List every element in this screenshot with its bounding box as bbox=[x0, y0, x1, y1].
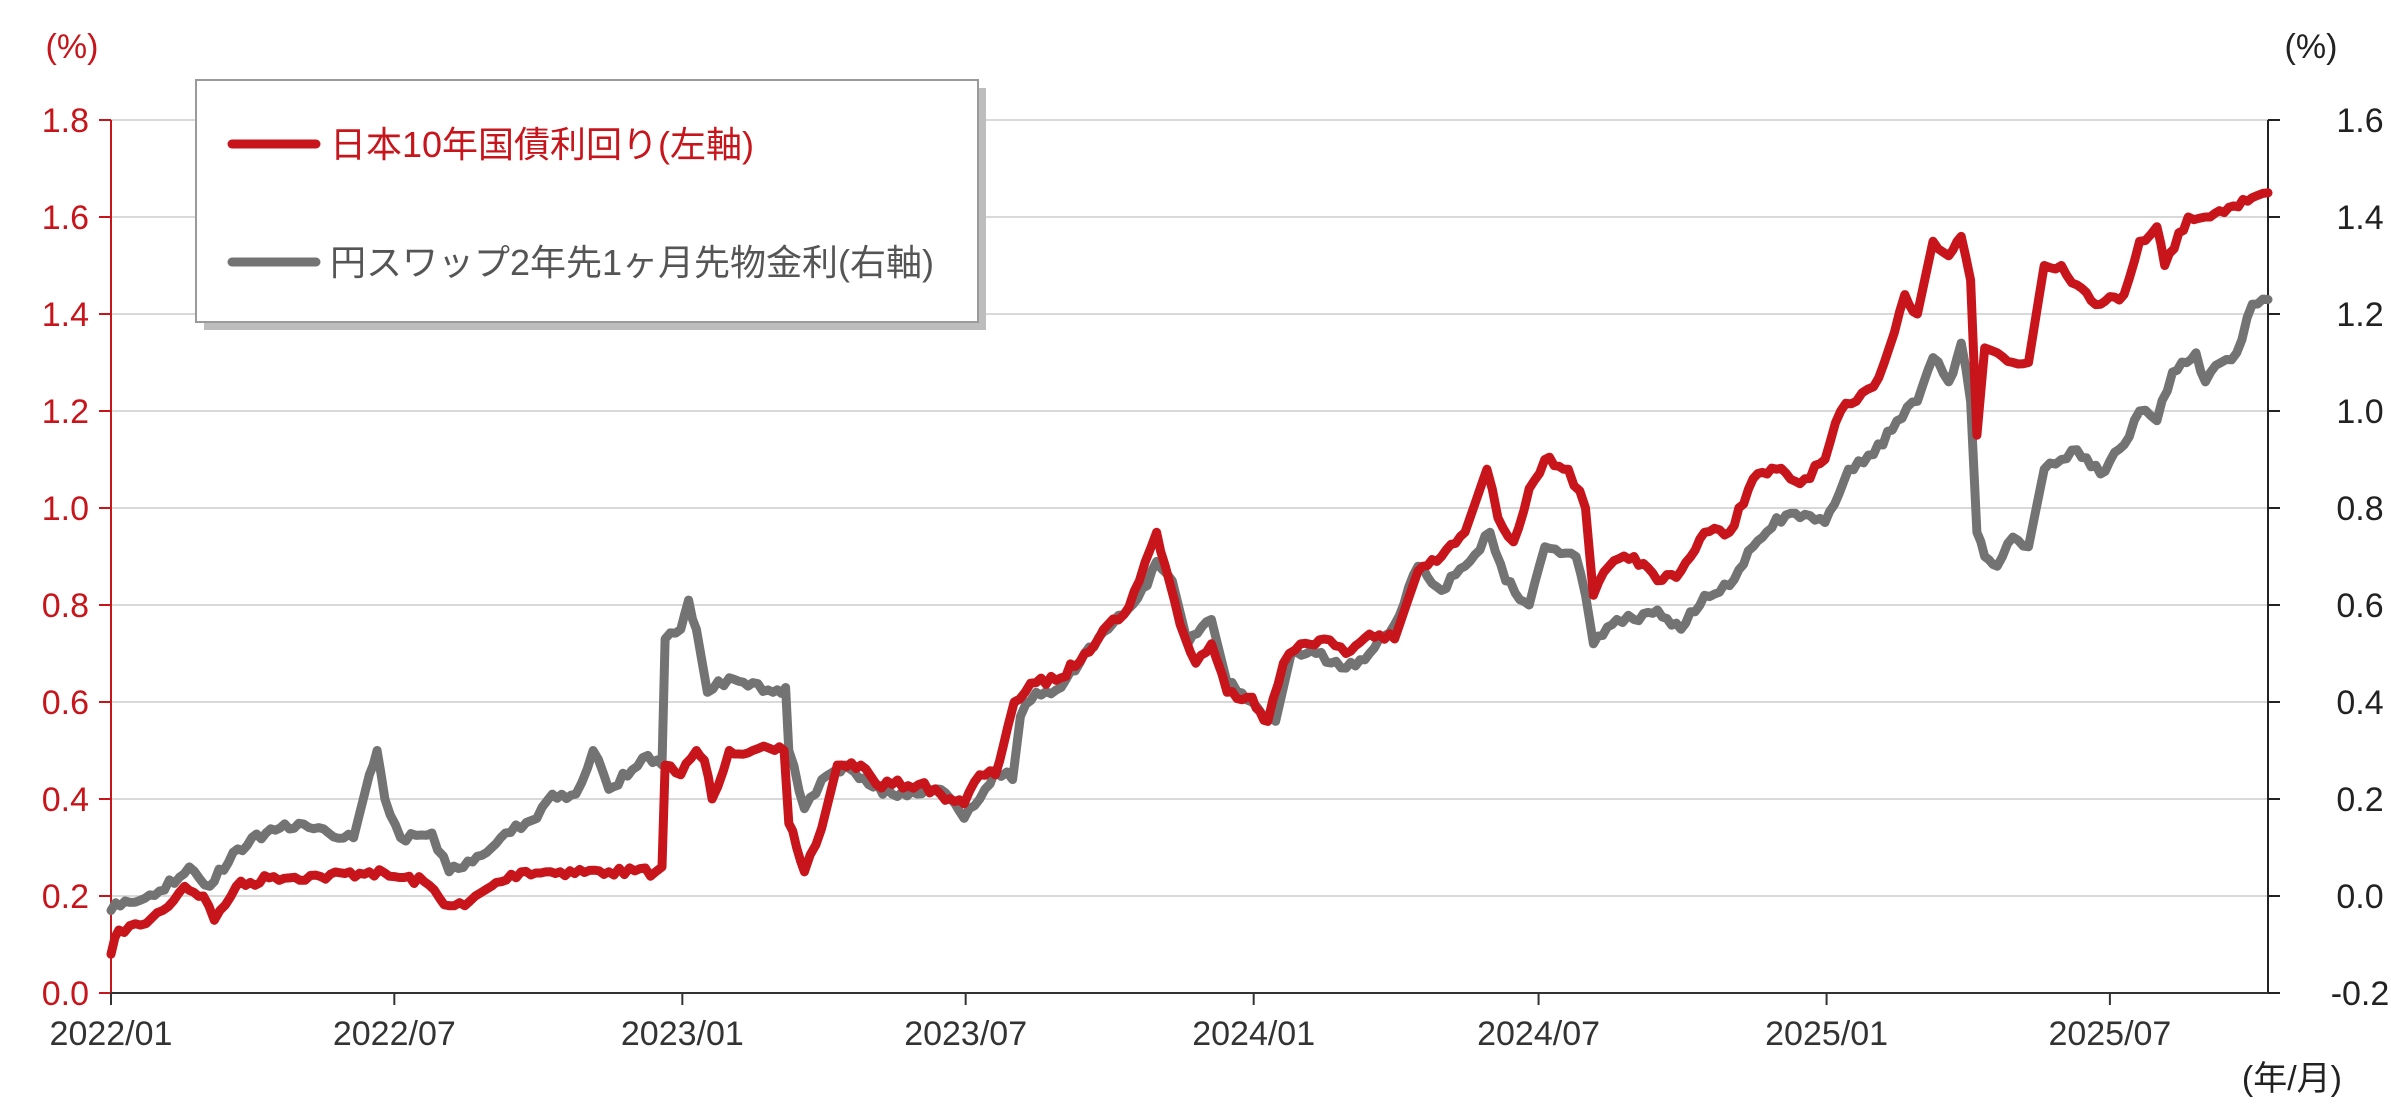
legend-box bbox=[195, 79, 979, 323]
right-axis-unit-label: (%) bbox=[2285, 28, 2338, 66]
right-y-tick-label: -0.2 bbox=[2331, 975, 2390, 1013]
right-y-tick-label: 0.6 bbox=[2336, 587, 2383, 625]
series-line-jgb-10y bbox=[106, 188, 2273, 959]
legend: 日本10年国債利回り(左軸) 円スワップ2年先1ヶ月先物金利(右軸) bbox=[195, 79, 986, 330]
right-y-tick-label: 1.0 bbox=[2336, 393, 2383, 431]
x-tick-label: 2025/07 bbox=[2048, 1015, 2171, 1053]
left-y-tick-label: 0.0 bbox=[42, 975, 89, 1013]
x-tick-label: 2023/01 bbox=[621, 1015, 744, 1053]
right-y-tick-label: 0.0 bbox=[2336, 878, 2383, 916]
x-tick-label: 2023/07 bbox=[904, 1015, 1027, 1053]
legend-label-jgb-10y: 日本10年国債利回り(左軸) bbox=[330, 124, 754, 165]
right-y-tick-label: 1.4 bbox=[2336, 199, 2383, 237]
right-y-tick-label: 0.2 bbox=[2336, 781, 2383, 819]
left-y-axis-ticks: 0.0 0.2 0.4 0.6 0.8 1.0 1.2 1.4 1.6 1.8 bbox=[42, 102, 111, 1013]
right-y-tick-label: 0.4 bbox=[2336, 684, 2383, 722]
x-tick-label: 2024/01 bbox=[1192, 1015, 1315, 1053]
x-axis-unit-label: (年/月) bbox=[2242, 1060, 2342, 1098]
left-y-tick-label: 1.6 bbox=[42, 199, 89, 237]
right-y-axis-ticks: -0.2 0.0 0.2 0.4 0.6 0.8 1.0 1.2 1.4 1.6 bbox=[2268, 102, 2389, 1013]
left-y-tick-label: 0.2 bbox=[42, 878, 89, 916]
legend-label-yen-swap: 円スワップ2年先1ヶ月先物金利(右軸) bbox=[330, 242, 934, 283]
right-y-tick-label: 0.8 bbox=[2336, 490, 2383, 528]
x-tick-label: 2022/07 bbox=[333, 1015, 456, 1053]
left-y-tick-label: 0.8 bbox=[42, 587, 89, 625]
left-y-tick-label: 1.4 bbox=[42, 296, 89, 334]
left-y-tick-label: 0.6 bbox=[42, 684, 89, 722]
x-tick-label: 2025/01 bbox=[1765, 1015, 1888, 1053]
x-tick-label: 2022/01 bbox=[50, 1015, 173, 1053]
left-y-tick-label: 1.0 bbox=[42, 490, 89, 528]
right-y-tick-label: 1.2 bbox=[2336, 296, 2383, 334]
left-y-tick-label: 0.4 bbox=[42, 781, 89, 819]
left-y-tick-label: 1.2 bbox=[42, 393, 89, 431]
left-y-tick-label: 1.8 bbox=[42, 102, 89, 140]
x-axis-ticks: 2022/01 2022/07 2023/01 2023/07 2024/01 2024/… bbox=[50, 993, 2171, 1053]
right-y-tick-label: 1.6 bbox=[2336, 102, 2383, 140]
left-axis-unit-label: (%) bbox=[46, 28, 99, 66]
x-tick-label: 2024/07 bbox=[1477, 1015, 1600, 1053]
